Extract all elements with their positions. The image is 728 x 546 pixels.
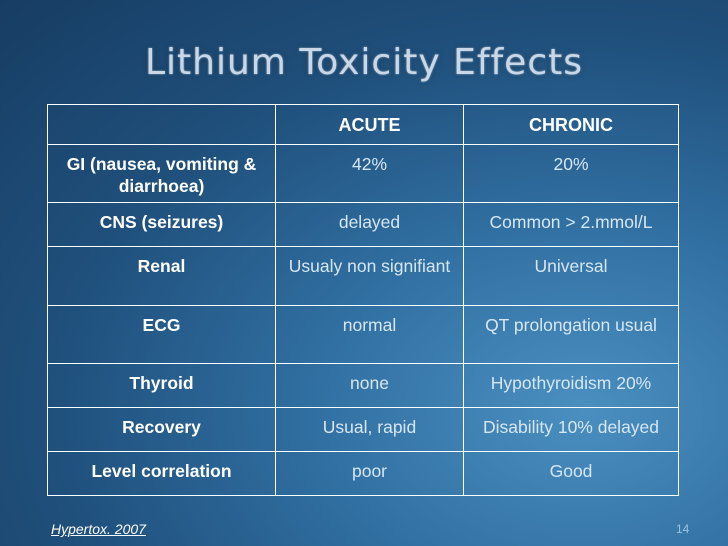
cell-chronic-thyroid: Hypothyroidism 20%: [463, 363, 679, 408]
cell-acute-recovery: Usual, rapid: [275, 407, 464, 452]
table-row: ECG normal QT prolongation usual: [47, 305, 679, 364]
table-row: Thyroid none Hypothyroidism 20%: [47, 363, 679, 408]
row-label-ecg: ECG: [47, 305, 276, 364]
header-corner-cell: [47, 104, 276, 145]
cell-chronic-ecg: QT prolongation usual: [463, 305, 679, 364]
cell-acute-gi: 42%: [275, 144, 464, 203]
row-label-cns: CNS (seizures): [47, 202, 276, 247]
table-row: GI (nausea, vomiting & diarrhoea) 42% 20…: [47, 144, 679, 203]
cell-acute-ecg: normal: [275, 305, 464, 364]
cell-chronic-gi: 20%: [463, 144, 679, 203]
table-header-row: ACUTE CHRONIC: [47, 104, 679, 145]
cell-chronic-recovery: Disability 10% delayed: [463, 407, 679, 452]
cell-acute-cns: delayed: [275, 202, 464, 247]
cell-acute-renal: Usualy non signifiant: [275, 246, 464, 306]
row-label-recovery: Recovery: [47, 407, 276, 452]
row-label-thyroid: Thyroid: [47, 363, 276, 408]
header-acute: ACUTE: [275, 104, 464, 145]
row-label-gi: GI (nausea, vomiting & diarrhoea): [47, 144, 276, 203]
cell-chronic-renal: Universal: [463, 246, 679, 306]
cell-acute-level-correlation: poor: [275, 451, 464, 496]
row-label-renal: Renal: [47, 246, 276, 306]
cell-chronic-cns: Common > 2.mmol/L: [463, 202, 679, 247]
table-row: Renal Usualy non signifiant Universal: [47, 246, 679, 306]
cell-acute-thyroid: none: [275, 363, 464, 408]
toxicity-table: ACUTE CHRONIC GI (nausea, vomiting & dia…: [47, 104, 679, 496]
table-row: Recovery Usual, rapid Disability 10% del…: [47, 407, 679, 452]
slide-title: Lithium Toxicity Effects: [145, 42, 583, 83]
cell-chronic-level-correlation: Good: [463, 451, 679, 496]
header-chronic: CHRONIC: [463, 104, 679, 145]
table-row: Level correlation poor Good: [47, 451, 679, 496]
page-number: 14: [676, 522, 690, 536]
source-citation: Hypertox. 2007: [51, 521, 146, 537]
table-row: CNS (seizures) delayed Common > 2.mmol/L: [47, 202, 679, 247]
row-label-level-correlation: Level correlation: [47, 451, 276, 496]
